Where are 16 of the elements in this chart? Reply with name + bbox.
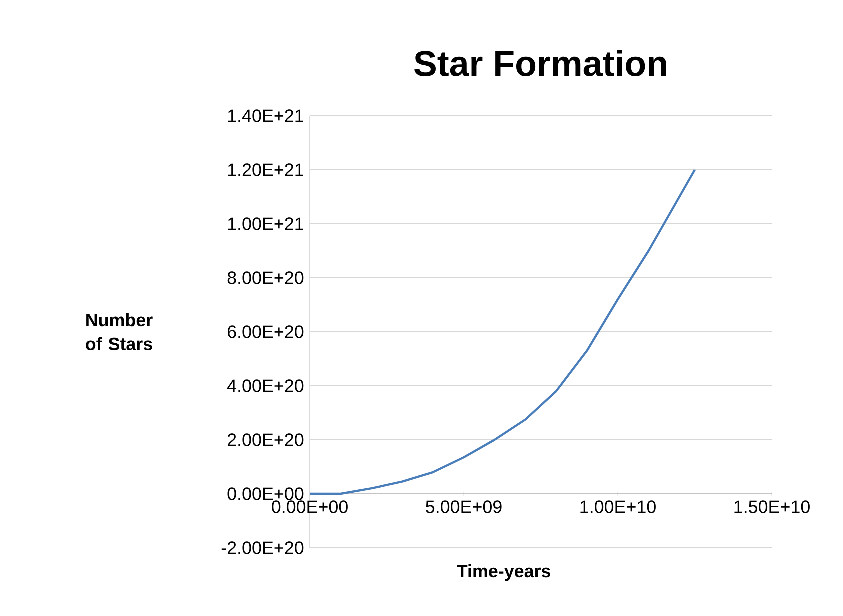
y-tick-label: 8.00E+20 [228,272,304,284]
x-axis-title: Time-years [457,564,550,582]
y-tick-label: 1.00E+21 [228,218,304,230]
y-tick-label: 2.00E+20 [228,434,304,446]
y-tick-label: 1.20E+21 [228,164,304,176]
y-tick-label: 1.40E+21 [228,110,304,122]
x-tick-label: 1.50E+10 [734,500,810,514]
y-axis-title: Number of Stars [86,313,153,351]
y-tick-label: 4.00E+20 [227,380,304,392]
x-tick-label: 5.00E+09 [426,500,502,514]
x-tick-label: 1.00E+10 [580,500,656,514]
chart-title: Star Formation [414,50,666,76]
y-tick-label: 6.00E+20 [228,326,304,338]
y-tick-label: 0.00E+00 [228,488,304,500]
x-tick-label: 0.00E+00 [272,500,348,514]
y-tick-label: -2.00E+20 [222,542,304,554]
